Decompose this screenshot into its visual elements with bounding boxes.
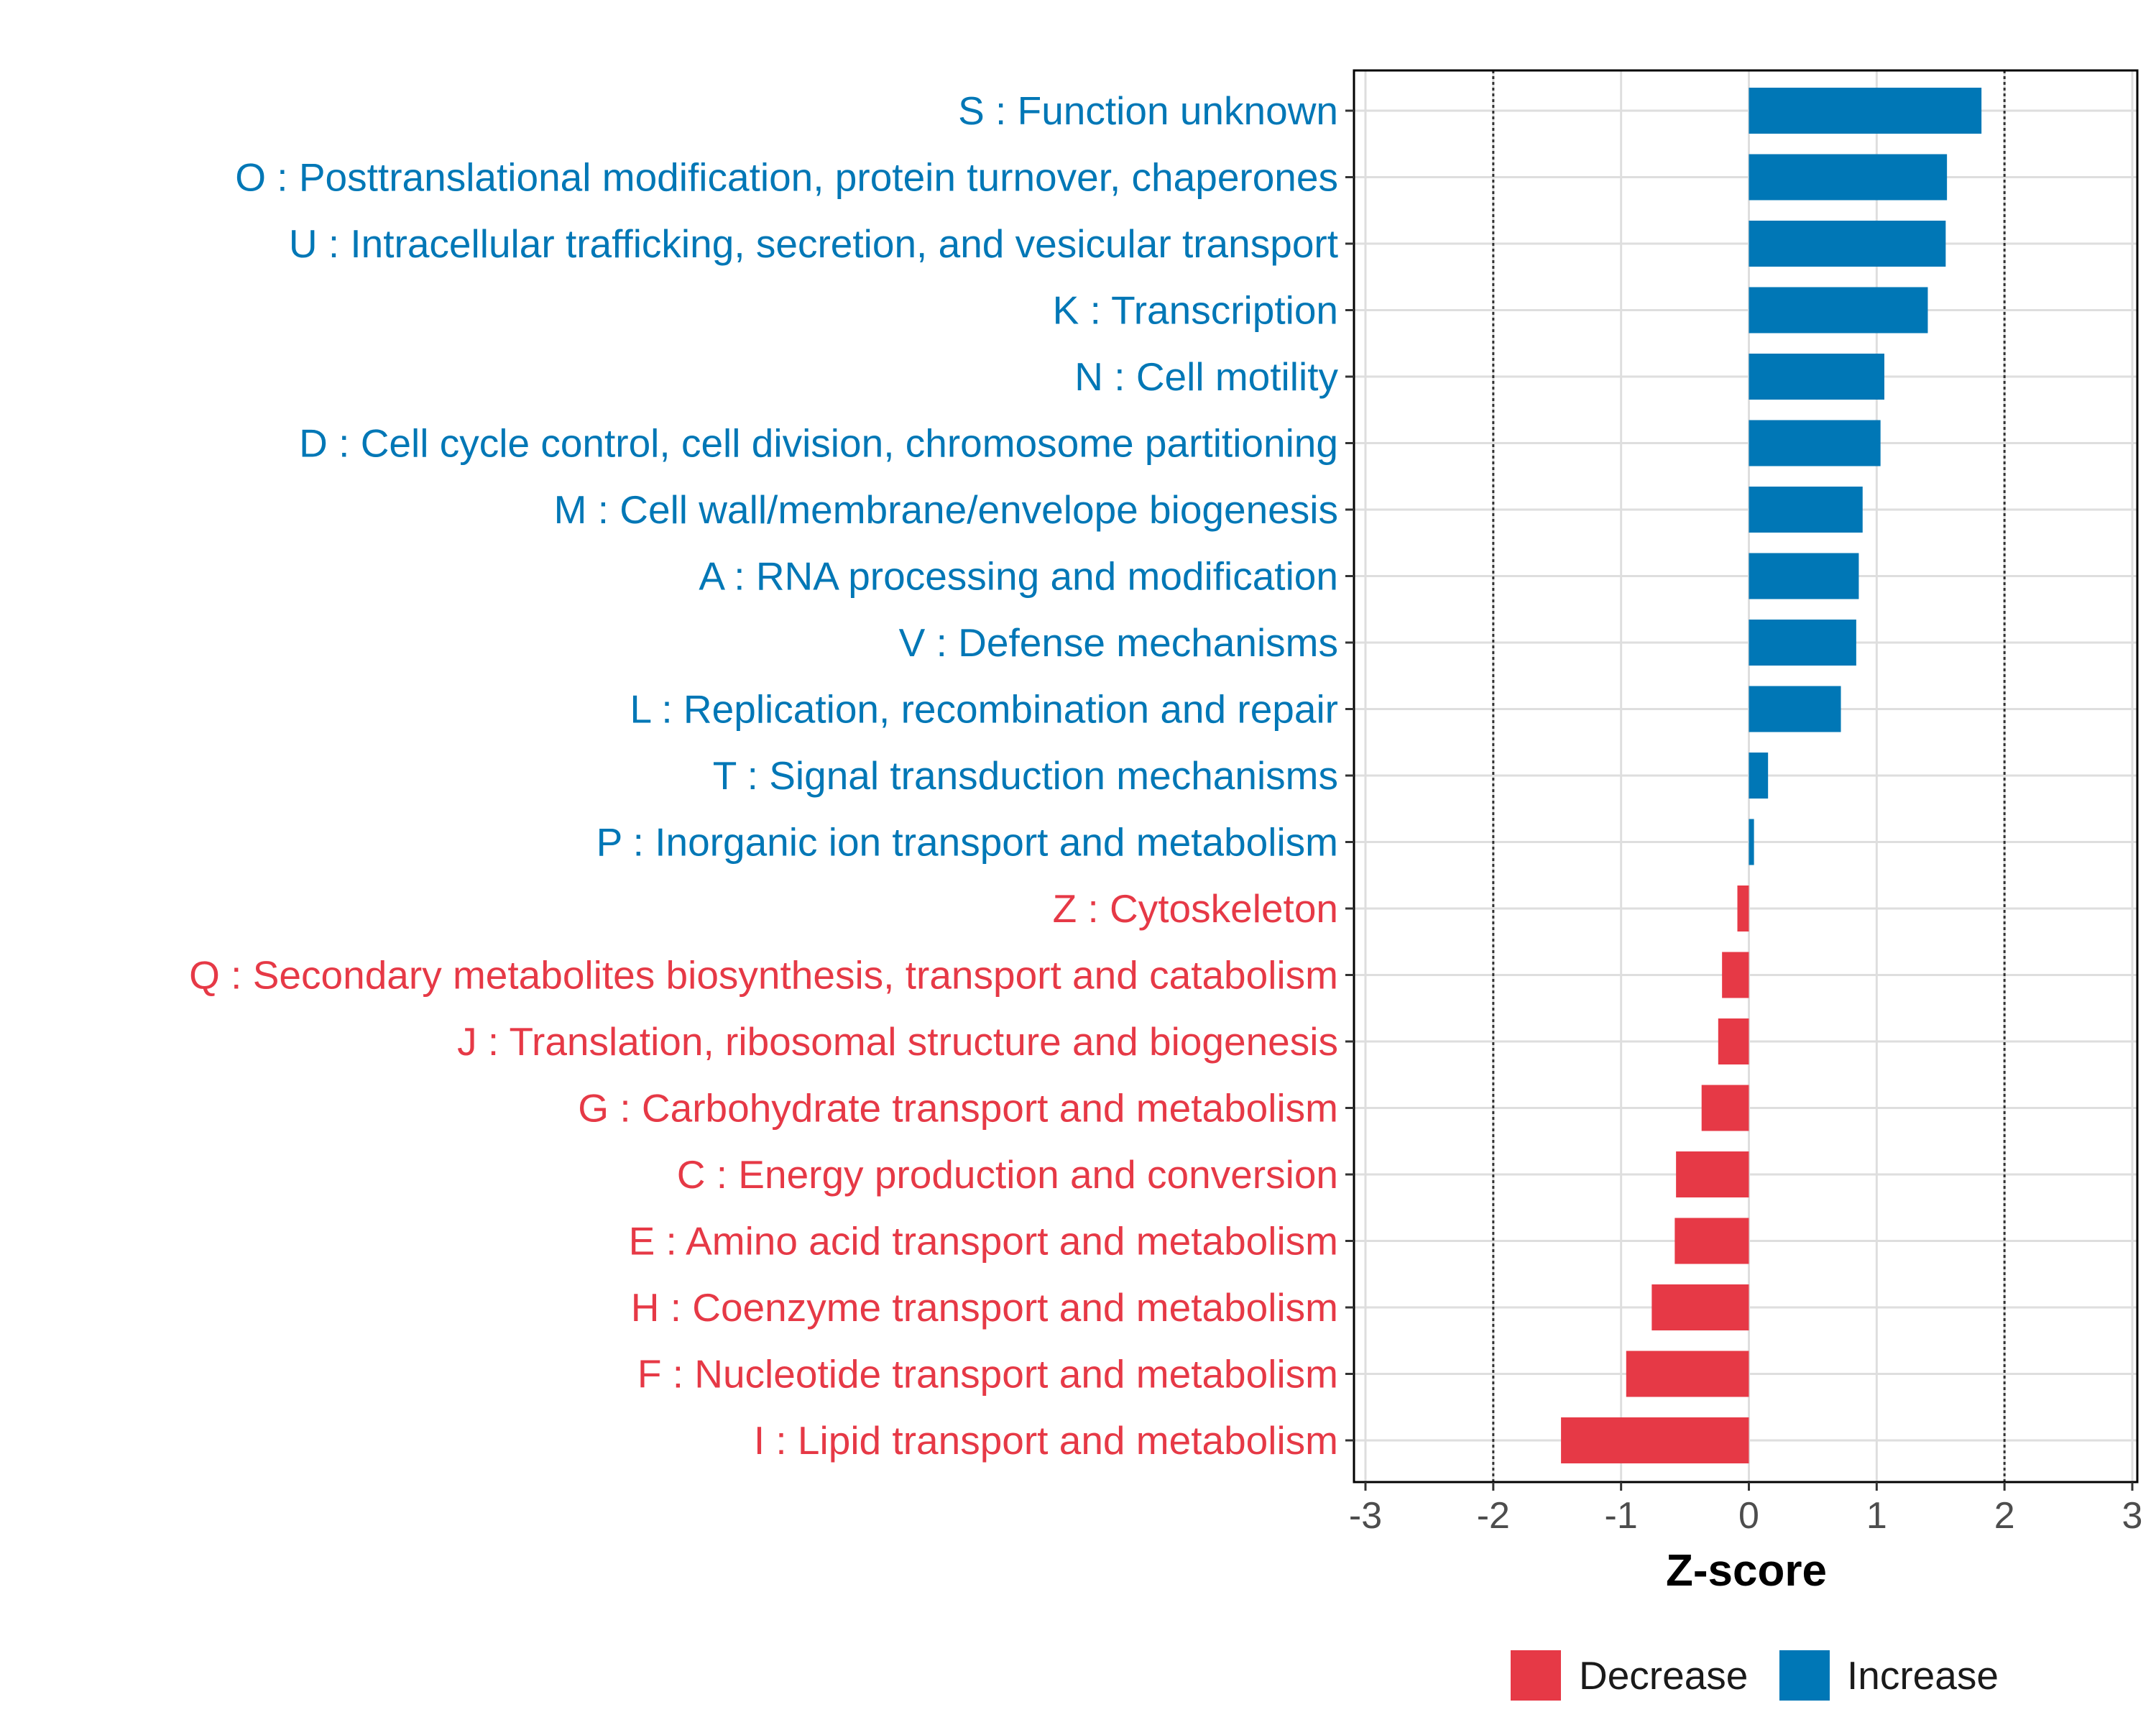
category-label: V : Defense mechanisms: [899, 620, 1338, 665]
legend-label: Increase: [1847, 1653, 1999, 1698]
bar: [1749, 487, 1863, 533]
bar: [1749, 154, 1948, 201]
category-label: O : Posttranslational modification, prot…: [235, 155, 1338, 200]
x-axis-ticks: -3 -2 -1 0 1 2 3: [1349, 1482, 2143, 1537]
category-label: H : Coenzyme transport and metabolism: [631, 1285, 1338, 1330]
x-tick-label: 3: [2122, 1495, 2143, 1537]
x-tick-label: 2: [1994, 1495, 2015, 1537]
bar: [1749, 221, 1946, 267]
bar: [1749, 686, 1841, 732]
bar: [1626, 1351, 1749, 1397]
category-label: F : Nucleotide transport and metabolism: [637, 1352, 1338, 1397]
bar: [1749, 819, 1754, 865]
legend: Decrease Increase: [1511, 1650, 1999, 1701]
bars: [1561, 88, 1982, 1463]
x-tick-label: 1: [1866, 1495, 1887, 1537]
bar: [1749, 88, 1982, 134]
category-label: Q : Secondary metabolites biosynthesis, …: [189, 953, 1338, 998]
x-tick-label: 0: [1738, 1495, 1759, 1537]
category-label: J : Translation, ribosomal structure and…: [457, 1019, 1338, 1064]
legend-key: [1779, 1650, 1830, 1701]
category-label: L : Replication, recombination and repai…: [630, 687, 1338, 732]
bar: [1718, 1018, 1749, 1064]
category-label: N : Cell motility: [1074, 354, 1338, 399]
category-label: D : Cell cycle control, cell division, c…: [299, 421, 1338, 466]
bar: [1749, 354, 1885, 400]
bar: [1749, 553, 1859, 599]
x-tick-label: -3: [1349, 1495, 1382, 1537]
bar: [1651, 1284, 1749, 1330]
category-label: M : Cell wall/membrane/envelope biogenes…: [554, 487, 1338, 532]
category-label: T : Signal transduction mechanisms: [713, 753, 1338, 798]
bar: [1749, 620, 1856, 666]
category-label: G : Carbohydrate transport and metabolis…: [578, 1086, 1338, 1131]
category-label: I : Lipid transport and metabolism: [754, 1418, 1338, 1463]
category-label: A : RNA processing and modification: [699, 554, 1338, 599]
x-tick-label: -1: [1605, 1495, 1638, 1537]
category-label: P : Inorganic ion transport and metaboli…: [596, 820, 1338, 865]
y-axis-ticks: S : Function unknown O : Posttranslationa…: [189, 88, 1354, 1463]
bar: [1749, 753, 1769, 799]
category-label: S : Function unknown: [958, 88, 1338, 133]
legend-label: Decrease: [1579, 1653, 1748, 1698]
category-label: C : Energy production and conversion: [677, 1152, 1338, 1197]
category-label: U : Intracellular trafficking, secretion…: [289, 221, 1338, 266]
bar: [1722, 952, 1749, 998]
category-label: E : Amino acid transport and metabolism: [629, 1219, 1338, 1264]
bar: [1749, 420, 1881, 466]
bar: [1561, 1417, 1749, 1463]
bar: [1701, 1085, 1749, 1131]
bar: [1737, 886, 1749, 932]
bar: [1749, 287, 1928, 334]
bar: [1674, 1218, 1749, 1264]
legend-key: [1511, 1650, 1561, 1701]
bar: [1676, 1151, 1749, 1197]
category-label: K : Transcription: [1053, 288, 1338, 333]
x-axis-title: Z-score: [1666, 1546, 1827, 1596]
x-tick-label: -2: [1477, 1495, 1510, 1537]
category-label: Z : Cytoskeleton: [1053, 886, 1338, 931]
